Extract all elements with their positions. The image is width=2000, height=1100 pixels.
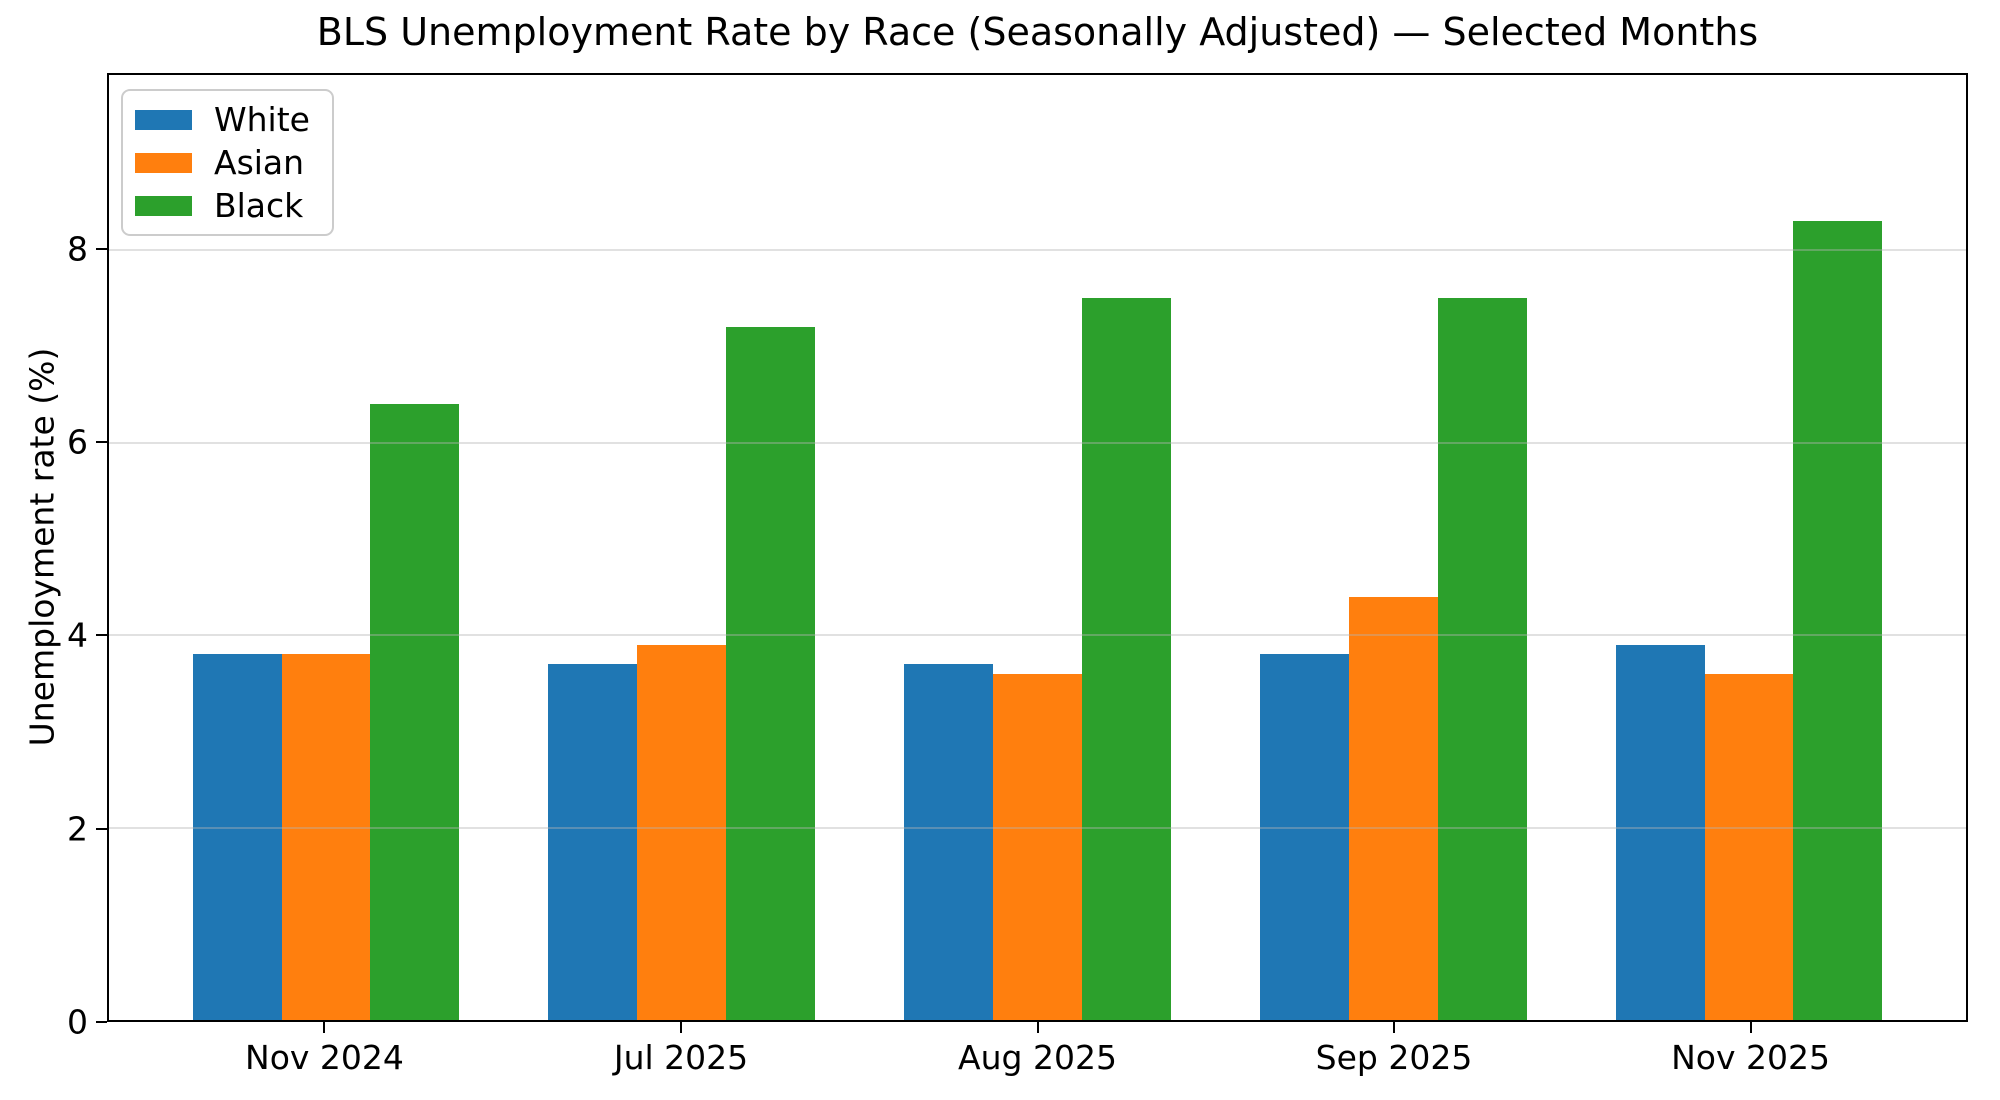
y-tick-mark-8 — [96, 247, 107, 250]
legend-swatch-asian — [135, 152, 192, 173]
x-tick-mark-jul-2025 — [679, 1022, 682, 1033]
y-tick-label-4: 4 — [67, 615, 88, 655]
bar-black-jul-2025 — [726, 327, 816, 1020]
x-tick-mark-aug-2025 — [1036, 1022, 1039, 1033]
gridline-y-4 — [109, 634, 1966, 637]
legend-label-white: White — [214, 100, 310, 139]
y-tick-mark-4 — [96, 634, 107, 637]
bar-asian-nov-2025 — [1704, 673, 1794, 1020]
bar-white-nov-2024 — [192, 654, 282, 1020]
chart-title: BLS Unemployment Rate by Race (Seasonall… — [316, 10, 1759, 54]
y-tick-label-8: 8 — [67, 229, 88, 269]
bar-white-jul-2025 — [548, 663, 638, 1020]
bar-white-aug-2025 — [904, 663, 994, 1020]
bar-asian-jul-2025 — [637, 644, 727, 1020]
bar-asian-sep-2025 — [1348, 596, 1438, 1020]
bar-asian-aug-2025 — [993, 673, 1082, 1020]
legend-label-black: Black — [214, 186, 304, 225]
x-tick-mark-sep-2025 — [1393, 1022, 1395, 1033]
bar-black-nov-2024 — [370, 404, 460, 1020]
x-tick-label-jul-2025: Jul 2025 — [613, 1038, 749, 1077]
gridline-y-8 — [109, 249, 1966, 252]
bar-black-sep-2025 — [1437, 298, 1527, 1020]
legend-item-asian: Asian — [135, 146, 310, 179]
legend-item-black: Black — [135, 189, 310, 222]
y-axis: 0 2 4 6 8 — [0, 73, 107, 1039]
y-tick-mark-6 — [96, 441, 107, 444]
bar-white-nov-2025 — [1615, 644, 1705, 1020]
y-tick-mark-0 — [96, 1021, 107, 1023]
x-tick-label-aug-2025: Aug 2025 — [958, 1038, 1117, 1077]
x-axis: Nov 2024 Jul 2025 Aug 2025 Sep 2025 Nov 2025 — [107, 1022, 1968, 1100]
x-tick-mark-nov-2024 — [323, 1022, 326, 1033]
gridline-y-6 — [109, 441, 1966, 444]
x-tick-label-sep-2025: Sep 2025 — [1315, 1038, 1473, 1077]
bar-black-nov-2025 — [1793, 221, 1883, 1020]
legend-label-asian: Asian — [214, 143, 305, 182]
legend: White Asian Black — [121, 89, 334, 236]
y-tick-label-0: 0 — [67, 1002, 88, 1042]
legend-item-white: White — [135, 103, 310, 136]
legend-swatch-white — [135, 109, 192, 130]
bar-white-sep-2025 — [1259, 654, 1349, 1020]
y-tick-mark-2 — [96, 827, 107, 830]
y-tick-label-6: 6 — [67, 422, 88, 462]
y-tick-label-2: 2 — [67, 809, 88, 849]
x-tick-label-nov-2025: Nov 2025 — [1671, 1038, 1830, 1077]
gridline-y-2 — [109, 826, 1966, 829]
bar-black-aug-2025 — [1081, 298, 1171, 1020]
x-tick-label-nov-2024: Nov 2024 — [245, 1038, 404, 1077]
x-tick-mark-nov-2025 — [1749, 1022, 1752, 1033]
plot-area: White Asian Black — [107, 73, 1968, 1022]
legend-swatch-black — [135, 195, 192, 216]
bar-asian-nov-2024 — [281, 654, 371, 1020]
